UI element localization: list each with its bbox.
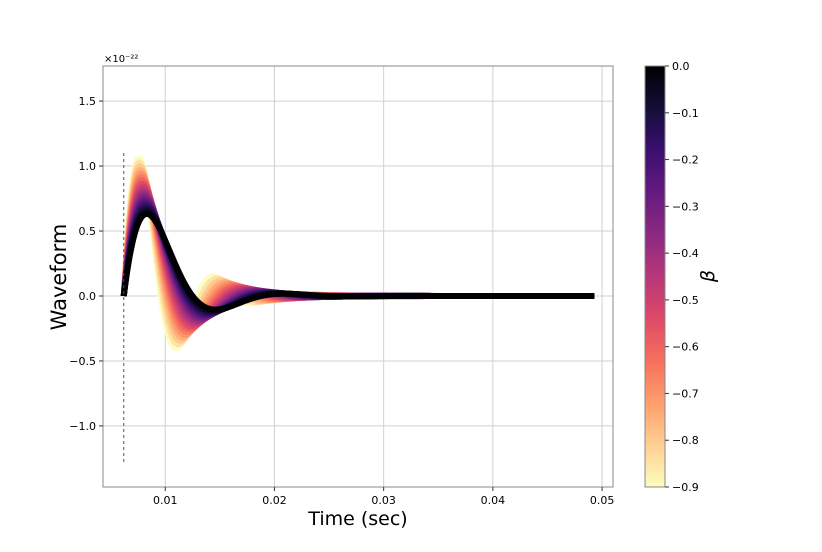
y-tick-label: 1.5 bbox=[79, 95, 97, 108]
waveform-series-group bbox=[120, 153, 597, 465]
colorbar-tick-label: 0.0 bbox=[672, 60, 690, 73]
y-tick-label: −1.0 bbox=[69, 420, 96, 433]
colorbar-tick-label: −0.7 bbox=[672, 387, 699, 400]
y-tick-label: 0.0 bbox=[79, 290, 97, 303]
x-tick-label: 0.03 bbox=[371, 494, 396, 507]
colorbar-tick-label: −0.2 bbox=[672, 154, 699, 167]
colorbar-ticks: 0.0 −0.1 −0.2 −0.3 −0.4 −0.5 −0.6 −0.7 −0.8 −0.9 bbox=[665, 60, 699, 494]
colorbar-tick-label: −0.4 bbox=[672, 247, 699, 260]
y-tick-label: 1.0 bbox=[79, 160, 97, 173]
colorbar-tick-label: −0.6 bbox=[672, 341, 699, 354]
y-tick-label: 0.5 bbox=[79, 225, 97, 238]
x-tick-label: 0.01 bbox=[153, 494, 178, 507]
colorbar-tick-label: −0.8 bbox=[672, 434, 699, 447]
colorbar bbox=[644, 65, 666, 488]
grid-lines bbox=[103, 66, 613, 487]
x-axis-ticks: 0.01 0.02 0.03 0.04 0.05 bbox=[153, 487, 614, 507]
colorbar-tick-label: −0.1 bbox=[672, 107, 699, 120]
colorbar-tick-label: −0.9 bbox=[672, 481, 699, 494]
y-axis-label: Waveform bbox=[47, 224, 71, 331]
y-axis-ticks: −1.0 −0.5 0.0 0.5 1.0 1.5 bbox=[69, 95, 103, 433]
x-tick-label: 0.04 bbox=[481, 494, 506, 507]
x-tick-label: 0.02 bbox=[262, 494, 287, 507]
colorbar-tick-label: −0.5 bbox=[672, 294, 699, 307]
x-tick-label: 0.05 bbox=[590, 494, 615, 507]
colorbar-label: β bbox=[697, 270, 719, 283]
y-multiplier: ×10⁻²² bbox=[104, 54, 138, 65]
y-tick-label: −0.5 bbox=[69, 355, 96, 368]
x-axis-label: Time (sec) bbox=[307, 508, 407, 530]
colorbar-tick-label: −0.3 bbox=[672, 200, 699, 213]
waveform-series-line bbox=[120, 210, 597, 313]
plot-frame bbox=[102, 65, 614, 488]
